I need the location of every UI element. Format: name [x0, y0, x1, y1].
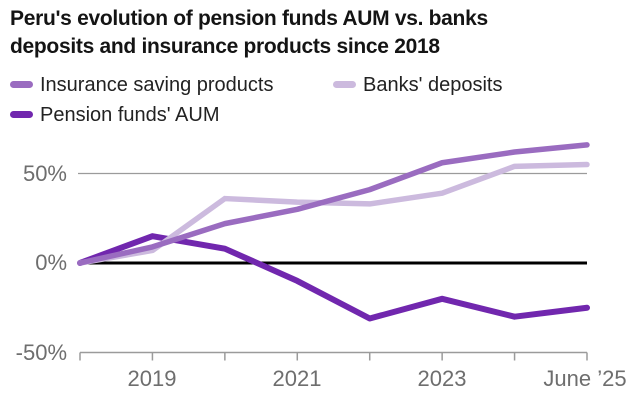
legend-swatch-pension: [10, 111, 33, 118]
x-axis-label-2023: 2023: [417, 366, 467, 391]
legend-swatch-insurance: [10, 81, 33, 88]
x-axis-label-2019: 2019: [127, 366, 177, 391]
legend-label-banks: Banks' deposits: [363, 74, 503, 96]
x-axis-label-2021: 2021: [272, 366, 322, 391]
legend-label-insurance: Insurance saving products: [40, 74, 274, 96]
series-line-0: [77, 142, 590, 266]
x-axis-label-june25: June ’25: [543, 366, 627, 391]
legend-swatch-banks: [333, 81, 356, 88]
y-axis-label-50: 50%: [22, 161, 67, 186]
y-axis-label-0: 0%: [35, 250, 67, 275]
y-axis-label-neg50: -50%: [15, 340, 67, 365]
series-line-2: [77, 233, 590, 322]
legend-label-pension: Pension funds' AUM: [40, 104, 220, 126]
chart-title-line1: Peru's evolution of pension funds AUM vs…: [10, 7, 488, 30]
chart-title-line2: deposits and insurance products since 20…: [10, 35, 440, 58]
